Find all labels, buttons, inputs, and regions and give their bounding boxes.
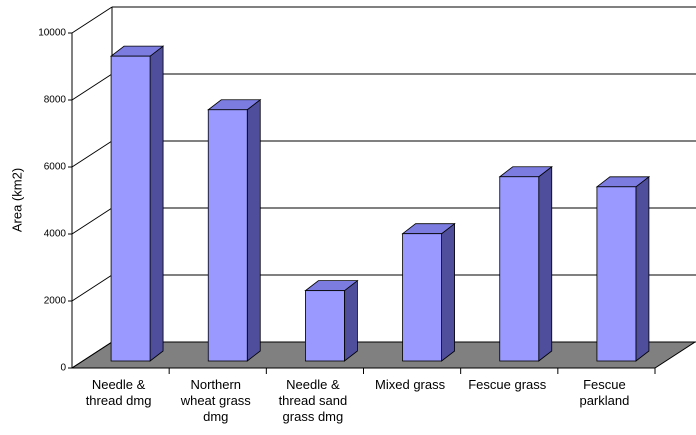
y-tick-label: 2000 — [44, 296, 67, 307]
x-tick-label: Fescue parkland — [579, 377, 630, 408]
y-axis-title: Area (km2) — [9, 168, 24, 232]
x-tick-label: Needle & thread sand grass dmg — [278, 377, 348, 424]
bar — [207, 109, 248, 362]
bar — [305, 290, 345, 362]
bar — [110, 55, 151, 362]
grid-line-side — [71, 274, 113, 302]
x-tick-label: Fescue grass — [468, 377, 547, 392]
y-tick-label: 4000 — [44, 229, 67, 240]
y-tick-label: 0 — [60, 363, 66, 374]
bar-side — [149, 45, 164, 362]
bar-side — [635, 175, 650, 362]
grid-line-side — [71, 6, 113, 34]
y-tick-label: 6000 — [44, 162, 67, 173]
x-tick-label: Mixed grass — [375, 377, 446, 392]
bar — [402, 233, 442, 362]
bar-side — [246, 98, 261, 362]
grid-line-side — [71, 207, 113, 235]
bar — [596, 186, 637, 362]
grid-line-side — [71, 140, 113, 168]
y-tick-label: 10000 — [38, 28, 66, 39]
y-tick-label: 8000 — [44, 95, 67, 106]
bar-side — [538, 165, 553, 362]
bar-side — [344, 279, 358, 362]
grid-line-side — [71, 341, 113, 369]
bar — [499, 176, 540, 362]
x-tick-label: Northern wheat grass dmg — [180, 377, 251, 424]
grid-line-side — [71, 73, 113, 101]
x-tick-label: Needle & thread dmg — [85, 377, 152, 408]
bar-side — [441, 222, 455, 362]
